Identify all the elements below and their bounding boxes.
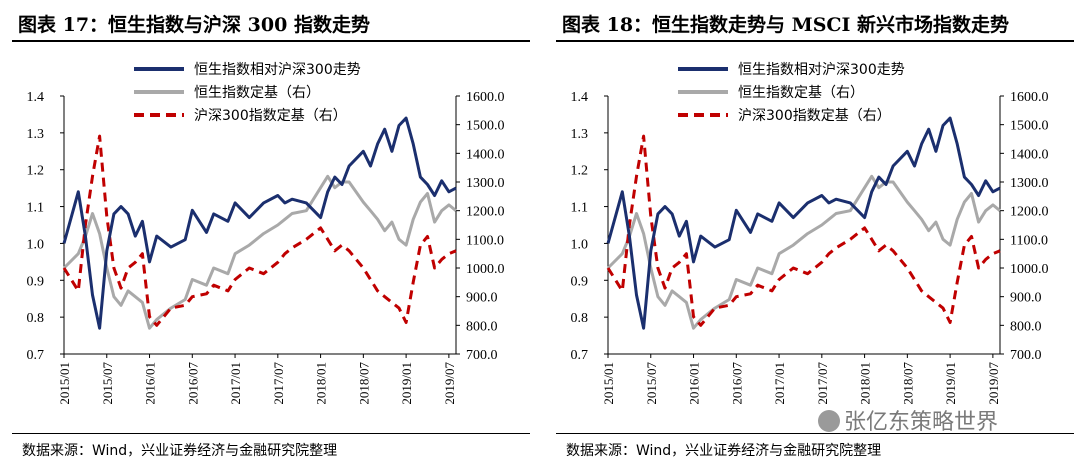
y-right-tick-label: 900.0: [1010, 291, 1042, 306]
x-tick-label: 2017/07: [271, 362, 286, 405]
y-right-tick-label: 1600.0: [1010, 90, 1049, 105]
x-tick-label: 2017/01: [772, 362, 787, 405]
watermark: 张亿东策略世界: [818, 404, 998, 436]
title-rule: [556, 40, 1074, 42]
y-left-tick-label: 1.4: [27, 90, 45, 105]
y-right-tick-label: 1100.0: [466, 233, 504, 248]
watermark-text: 张亿东策略世界: [844, 410, 999, 435]
y-right-tick-label: 1500.0: [1010, 119, 1049, 134]
source-rule: [12, 433, 530, 434]
series-line-red: [606, 134, 1001, 327]
x-tick-label: 2017/01: [228, 362, 243, 405]
source-note: 数据来源：Wind，兴业证券经济与金融研究院整理: [566, 443, 882, 459]
y-left-tick-label: 0.9: [27, 274, 45, 289]
y-right-tick-label: 1300.0: [1010, 176, 1049, 191]
chart-title: 图表 18：恒生指数走势与 MSCI 新兴市场指数走势: [562, 14, 1010, 36]
y-right-tick-label: 800.0: [466, 319, 498, 334]
y-left-tick-label: 1.1: [27, 201, 45, 216]
x-tick-label: 2018/07: [356, 362, 371, 405]
y-left-tick-label: 0.8: [27, 311, 45, 326]
legend-label: 沪深300指数定基（右）: [194, 107, 347, 124]
y-right-tick-label: 1000.0: [466, 262, 505, 277]
y-right-tick-label: 800.0: [1010, 319, 1042, 334]
x-tick-label: 2016/07: [185, 362, 200, 405]
legend-label: 恒生指数定基（右）: [194, 84, 320, 101]
series-line-gray: [606, 174, 1001, 330]
y-right-tick-label: 1600.0: [466, 90, 505, 105]
legend-label: 恒生指数定基（右）: [738, 84, 864, 101]
x-tick-label: 2015/01: [601, 362, 616, 405]
x-tick-label: 2018/01: [314, 362, 329, 405]
y-left-tick-label: 0.8: [571, 311, 589, 326]
y-left-tick-label: 1.4: [571, 90, 589, 105]
y-left-tick-label: 1.0: [27, 237, 45, 252]
series-line-red: [62, 134, 457, 327]
source-rule: [556, 433, 1074, 434]
title-rule: [12, 40, 530, 42]
wechat-icon: [818, 410, 840, 432]
line-chart-svg: 0.7 0.8 0.9 1.0 1.1 1.2 1.3 1.4 700.0 800.0 900.0 1…: [27, 62, 505, 405]
y-right-tick-label: 900.0: [466, 291, 498, 306]
x-tick-label: 2018/01: [858, 362, 873, 405]
y-right-tick-label: 1400.0: [466, 147, 505, 162]
x-tick-label: 2019/01: [399, 362, 414, 405]
y-right-tick-label: 1100.0: [1010, 233, 1048, 248]
x-tick-label: 2017/07: [815, 362, 830, 405]
x-tick-label: 2016/07: [729, 362, 744, 405]
y-left-tick-label: 1.1: [571, 201, 589, 216]
chart-panel-17: 图表 17：恒生指数与沪深 300 指数走势 0.7 0.8 0.9 1.0 1.1 1.…: [0, 0, 536, 468]
y-right-tick-label: 1000.0: [1010, 262, 1049, 277]
legend-label: 恒生指数相对沪深300走势: [738, 62, 905, 78]
x-tick-label: 2018/07: [900, 362, 915, 405]
series-line-blue: [606, 116, 1001, 330]
y-right-tick-label: 700.0: [1010, 348, 1042, 363]
y-right-tick-label: 1300.0: [466, 176, 505, 191]
y-left-tick-label: 1.3: [27, 127, 45, 142]
legend-label: 沪深300指数定基（右）: [738, 107, 891, 124]
y-left-tick-label: 0.7: [27, 348, 45, 363]
y-right-tick-label: 1200.0: [1010, 205, 1049, 220]
series-line-gray: [62, 174, 457, 330]
chart-panel-18: 图表 18：恒生指数走势与 MSCI 新兴市场指数走势 0.7 0.8 0.9 1.0…: [544, 0, 1080, 468]
y-left-tick-label: 1.0: [571, 237, 589, 252]
y-right-tick-label: 1200.0: [466, 205, 505, 220]
y-left-tick-label: 1.2: [27, 164, 45, 179]
source-note: 数据来源：Wind，兴业证券经济与金融研究院整理: [22, 443, 338, 459]
y-left-tick-label: 1.2: [571, 164, 589, 179]
x-tick-label: 2016/01: [687, 362, 702, 405]
x-tick-label: 2019/07: [986, 362, 1001, 405]
x-tick-label: 2015/07: [644, 362, 659, 405]
legend-label: 恒生指数相对沪深300走势: [194, 62, 361, 78]
y-right-tick-label: 1400.0: [1010, 147, 1049, 162]
x-tick-label: 2019/01: [943, 362, 958, 405]
chart-title: 图表 17：恒生指数与沪深 300 指数走势: [18, 14, 370, 36]
x-tick-label: 2015/01: [57, 362, 72, 405]
y-right-tick-label: 1500.0: [466, 119, 505, 134]
y-left-tick-label: 0.7: [571, 348, 589, 363]
x-tick-label: 2019/07: [442, 362, 457, 405]
y-right-tick-label: 700.0: [466, 348, 498, 363]
series-line-blue: [62, 116, 457, 330]
x-tick-label: 2015/07: [100, 362, 115, 405]
line-chart-svg: 0.7 0.8 0.9 1.0 1.1 1.2 1.3 1.4 700.0 800.0 900.0 1…: [571, 62, 1049, 405]
x-tick-label: 2016/01: [143, 362, 158, 405]
y-left-tick-label: 0.9: [571, 274, 589, 289]
y-left-tick-label: 1.3: [571, 127, 589, 142]
